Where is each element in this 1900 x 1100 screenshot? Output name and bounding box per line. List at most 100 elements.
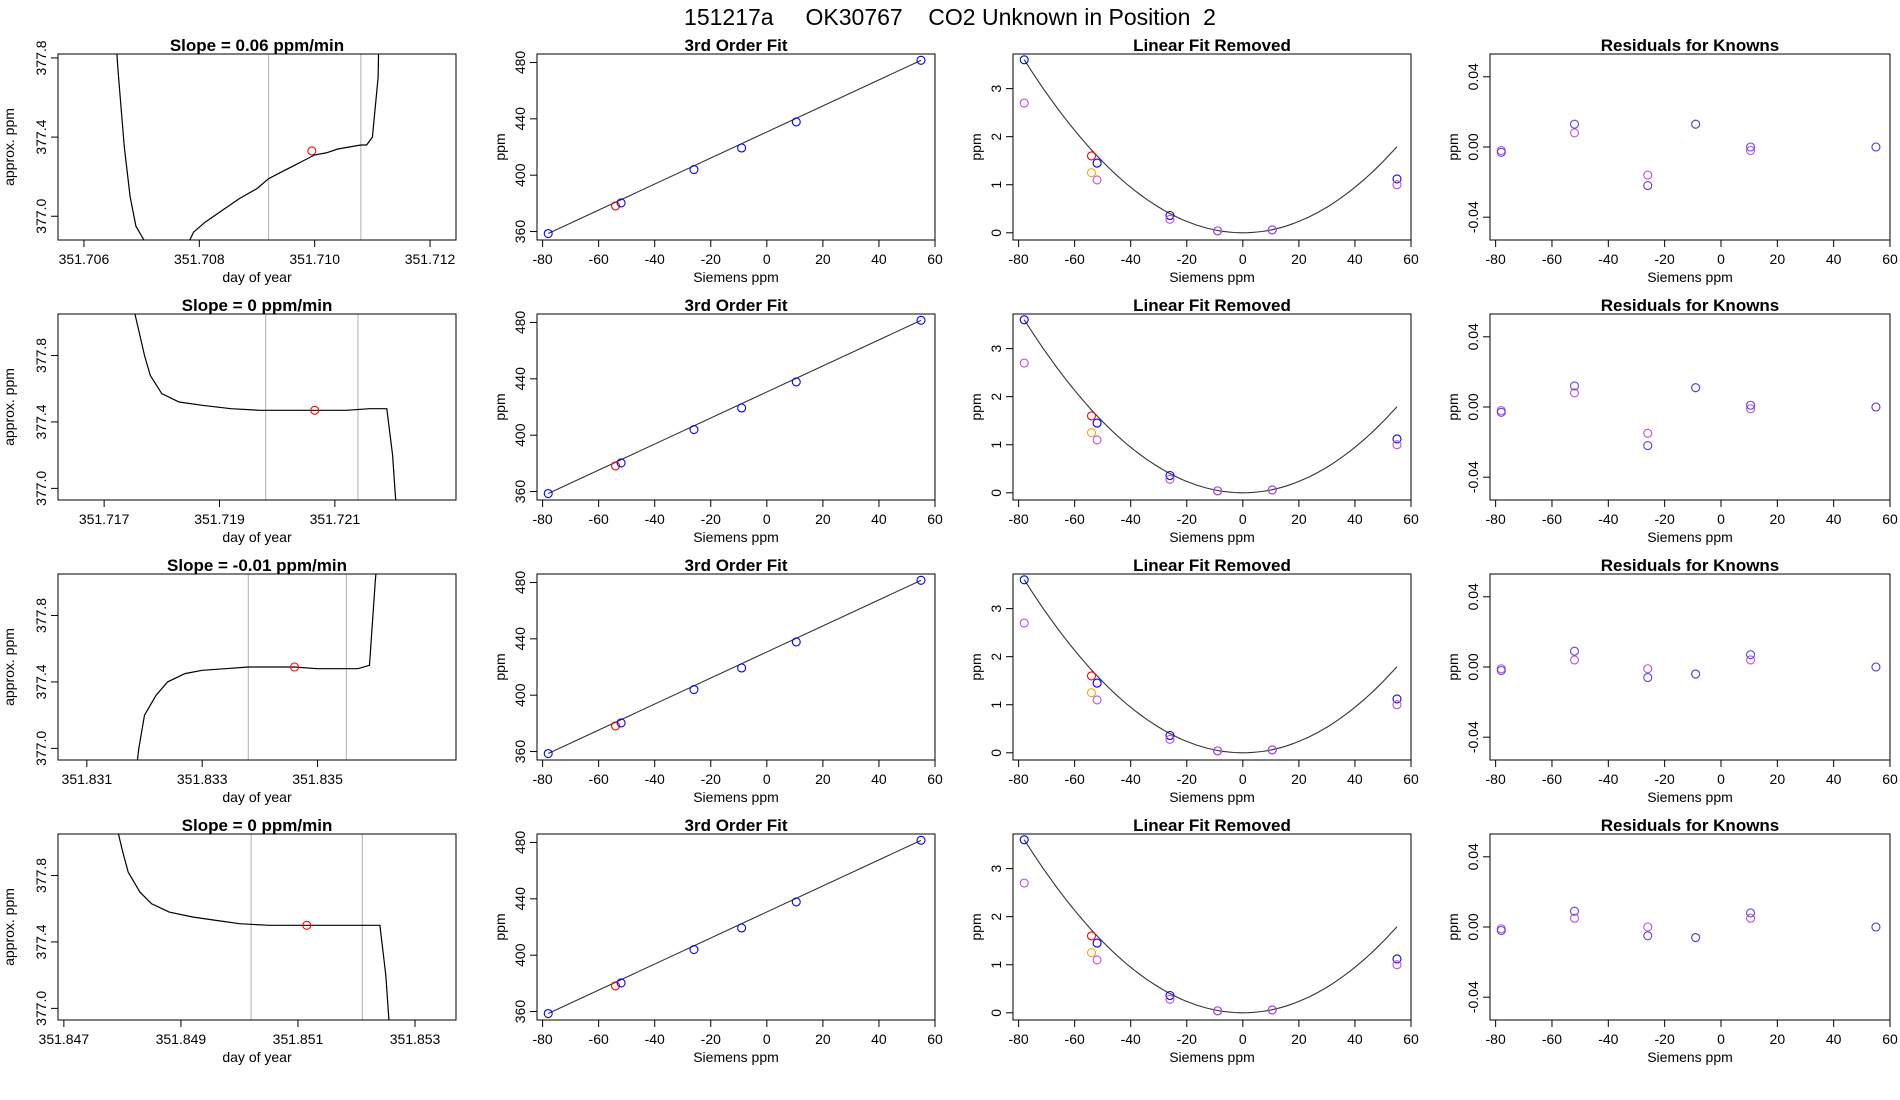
x-tick-label: 351.710 xyxy=(289,251,340,267)
plot-area xyxy=(547,579,922,755)
chart-title: Linear Fit Removed xyxy=(1133,816,1291,835)
data-point xyxy=(543,228,553,239)
x-axis-label: day of year xyxy=(222,529,292,545)
data-point xyxy=(1496,924,1506,934)
plot-area xyxy=(547,319,922,495)
y-axis-label: ppm xyxy=(1445,653,1461,680)
data-point xyxy=(1569,381,1580,391)
data-point xyxy=(1092,955,1102,965)
x-tick-label: 20 xyxy=(815,511,831,527)
y-tick-label: -0.04 xyxy=(1465,721,1481,753)
x-tick-label: -80 xyxy=(532,511,552,527)
x-axis-label: Siemens ppm xyxy=(1647,529,1733,545)
x-tick-label: -20 xyxy=(1177,511,1197,527)
plot-area xyxy=(547,839,922,1015)
x-tick-label: 40 xyxy=(1347,511,1363,527)
data-point xyxy=(1746,655,1756,665)
data-point xyxy=(1086,411,1097,421)
data-point xyxy=(1643,170,1653,180)
data-point xyxy=(1746,913,1756,923)
data-point xyxy=(1691,669,1701,679)
x-tick-label: -60 xyxy=(1542,251,1562,267)
data-point xyxy=(1392,960,1402,970)
data-point xyxy=(1019,575,1029,585)
data-point xyxy=(1165,470,1175,481)
data-point xyxy=(1092,938,1102,948)
x-tick-label: 0 xyxy=(1717,511,1725,527)
x-tick-label: -40 xyxy=(1598,251,1618,267)
x-tick-label: 60 xyxy=(927,511,943,527)
x-tick-label: 60 xyxy=(1403,251,1419,267)
x-tick-label: -20 xyxy=(701,511,721,527)
y-axis-label: approx. ppm xyxy=(1,888,17,966)
panel-residual-row-2: -80 -60 -40 -20 0 20 40 60 -0.04 0.00 0.04 Residual… xyxy=(1445,296,1898,545)
data-point xyxy=(1019,835,1029,845)
y-tick-label: 0.00 xyxy=(1465,133,1481,160)
data-point xyxy=(916,575,926,585)
y-tick-label: 2 xyxy=(988,133,1004,141)
x-tick-label: -40 xyxy=(1121,511,1141,527)
data-point xyxy=(791,897,801,907)
data-point xyxy=(1496,665,1506,676)
data-point xyxy=(1165,734,1175,744)
x-tick-label: -60 xyxy=(589,511,609,527)
plot-frame xyxy=(57,833,457,1021)
chart-title: Residuals for Knowns xyxy=(1601,816,1780,835)
y-axis-label: ppm xyxy=(1445,133,1461,160)
y-tick-label: 440 xyxy=(512,887,528,911)
data-point xyxy=(737,143,747,153)
plot-frame xyxy=(57,53,457,241)
y-tick-label: 360 xyxy=(512,1000,528,1024)
y-tick-label: 0.04 xyxy=(1465,63,1481,90)
concentration-trace xyxy=(116,54,380,240)
y-tick-label: -0.04 xyxy=(1465,981,1481,1013)
x-tick-label: 351.847 xyxy=(39,1031,90,1047)
data-point xyxy=(1086,168,1097,178)
y-axis-label: ppm xyxy=(492,133,508,160)
data-point xyxy=(791,637,801,647)
concentration-trace xyxy=(117,834,390,1020)
x-tick-label: 60 xyxy=(927,771,943,787)
data-point xyxy=(1019,358,1029,368)
x-tick-label: -40 xyxy=(645,1031,665,1047)
y-tick-label: 440 xyxy=(512,627,528,651)
x-tick-label: 40 xyxy=(871,771,887,787)
unknown-sample-point xyxy=(289,662,300,672)
y-tick-label: 360 xyxy=(512,740,528,764)
panel-trace-row-4: 351.847 351.849 351.851 351.853 377.0 377.4 37… xyxy=(1,816,457,1065)
plot-area xyxy=(547,59,922,235)
data-point xyxy=(1392,174,1402,184)
data-point xyxy=(689,944,699,955)
y-tick-label: 0 xyxy=(988,489,1004,497)
panel-linear-row-2: -80 -60 -40 -20 0 20 40 60 0 1 2 3 Linear Fit Remove… xyxy=(968,296,1419,545)
data-point xyxy=(1392,954,1402,964)
panel-fit-row-2: -80 -60 -40 -20 0 20 40 60 360 400 440 480 3rd Order… xyxy=(492,296,943,545)
x-tick-label: -80 xyxy=(1486,771,1506,787)
x-tick-label: -20 xyxy=(701,1031,721,1047)
y-tick-label: 377.4 xyxy=(33,924,49,959)
data-point xyxy=(1086,151,1097,161)
data-point xyxy=(1086,688,1097,698)
data-point xyxy=(1569,655,1580,665)
y-tick-label: 400 xyxy=(512,683,528,707)
x-tick-label: -80 xyxy=(532,1031,552,1047)
x-tick-label: 0 xyxy=(763,771,771,787)
x-tick-label: 351.708 xyxy=(174,251,225,267)
panel-trace-row-3: 351.831 351.833 351.835 377.0 377.4 377.8 Slop… xyxy=(1,556,457,805)
data-point xyxy=(1092,435,1102,445)
y-tick-label: 360 xyxy=(512,220,528,244)
x-tick-label: 351.849 xyxy=(156,1031,207,1047)
x-tick-label: -20 xyxy=(701,771,721,787)
y-axis-label: ppm xyxy=(968,913,984,940)
y-tick-label: 440 xyxy=(512,107,528,131)
data-point xyxy=(1496,664,1506,674)
fit-curve xyxy=(1023,579,1398,754)
panel-residual-row-3: -80 -60 -40 -20 0 20 40 60 -0.04 0.00 0.04 Residual… xyxy=(1445,556,1898,805)
data-point xyxy=(1092,158,1102,168)
data-point xyxy=(1871,142,1881,152)
y-tick-label: 377.0 xyxy=(33,471,49,506)
data-point xyxy=(1392,180,1402,190)
panel-residual-row-4: -80 -60 -40 -20 0 20 40 60 -0.04 0.00 0.04 Residual… xyxy=(1445,816,1898,1065)
data-point xyxy=(610,721,621,731)
